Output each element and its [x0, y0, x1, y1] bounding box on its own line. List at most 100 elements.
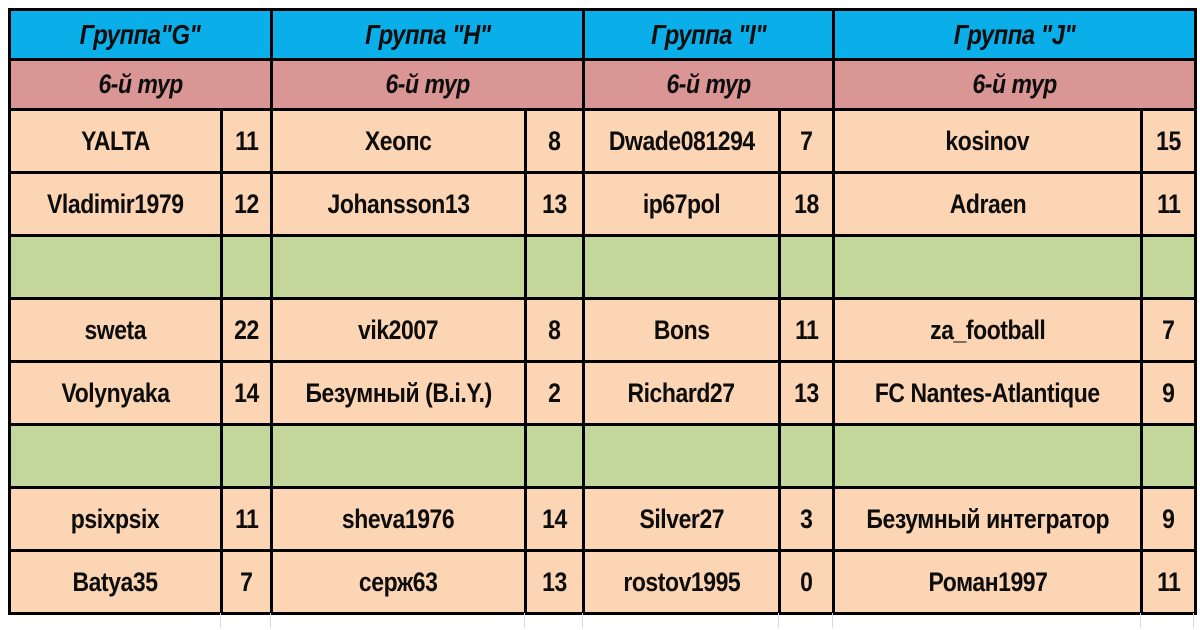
group-j-header-cell: Группа "J" — [832, 8, 1198, 61]
player-score: 8 — [548, 314, 561, 345]
player-score: 15 — [1156, 125, 1181, 156]
table-row: Batya35 7 серж63 13 rostov1995 0 Роман19… — [8, 549, 1198, 615]
player-cell: Volynyaka — [8, 360, 223, 426]
player-name: Безумный (B.i.Y.) — [305, 377, 492, 408]
score-cell: 7 — [777, 108, 836, 174]
separator-row — [8, 423, 1198, 489]
table-row: YALTA 11 Хеопс 8 Dwade081294 7 kosinov 1… — [8, 108, 1198, 174]
player-score: 14 — [542, 503, 567, 534]
player-cell: Vladimir1979 — [8, 171, 223, 237]
score-cell: 15 — [1140, 108, 1198, 174]
empty-cell — [582, 234, 781, 300]
group-j-title: Группа "J" — [953, 18, 1076, 50]
score-cell: 18 — [777, 171, 836, 237]
score-cell: 11 — [1140, 549, 1198, 615]
group-h-header-cell: Группа "H" — [270, 8, 585, 61]
empty-cell — [220, 234, 273, 300]
player-score: 18 — [794, 188, 819, 219]
player-cell: серж63 — [270, 549, 527, 615]
score-cell: 12 — [220, 171, 273, 237]
player-score: 9 — [1162, 377, 1175, 408]
score-cell: 8 — [524, 108, 585, 174]
empty-cell — [220, 423, 273, 489]
score-cell: 9 — [1140, 360, 1198, 426]
player-score: 13 — [542, 188, 567, 219]
player-cell: rostov1995 — [582, 549, 781, 615]
results-table: Группа"G" Группа "H" Группа "I" Группа "… — [8, 8, 1198, 615]
empty-cell — [8, 423, 223, 489]
score-cell: 11 — [220, 108, 273, 174]
group-i-header-cell: Группа "I" — [581, 8, 836, 61]
player-cell: Richard27 — [582, 360, 781, 426]
player-name: Silver27 — [639, 503, 724, 534]
empty-cell — [582, 423, 781, 489]
player-name: Richard27 — [627, 377, 736, 408]
empty-cell — [1140, 423, 1198, 489]
player-cell: Adraen — [832, 171, 1144, 237]
group-g-round-cell: 6-й тур — [8, 58, 273, 111]
player-name: psixpsix — [71, 503, 160, 534]
player-name: YALTA — [81, 125, 150, 156]
player-cell: ip67pol — [582, 171, 781, 237]
gridline-stub — [270, 613, 271, 628]
empty-cell — [777, 234, 836, 300]
score-cell: 7 — [1140, 297, 1198, 363]
score-cell: 14 — [524, 486, 585, 552]
score-cell: 11 — [1140, 171, 1198, 237]
empty-cell — [8, 234, 223, 300]
player-cell: Dwade081294 — [582, 108, 781, 174]
player-cell: Роман1997 — [832, 549, 1144, 615]
player-cell: Johansson13 — [270, 171, 527, 237]
player-name: Vladimir1979 — [47, 188, 184, 219]
player-score: 11 — [794, 314, 819, 345]
score-cell: 2 — [524, 360, 585, 426]
player-cell: psixpsix — [8, 486, 223, 552]
player-score: 0 — [800, 566, 813, 597]
player-score: 13 — [794, 377, 819, 408]
player-cell: Batya35 — [8, 549, 223, 615]
score-cell: 3 — [777, 486, 836, 552]
score-cell: 7 — [220, 549, 273, 615]
player-score: 11 — [1156, 188, 1181, 219]
group-i-round-label: 6-й тур — [666, 69, 751, 99]
player-name: Batya35 — [72, 566, 159, 597]
player-score: 22 — [234, 314, 259, 345]
empty-cell — [832, 234, 1144, 300]
player-score: 14 — [234, 377, 259, 408]
player-name: Bons — [653, 314, 710, 345]
score-cell: 13 — [524, 549, 585, 615]
score-cell: 11 — [777, 297, 836, 363]
player-score: 7 — [1162, 314, 1175, 345]
gridline-stub — [582, 613, 583, 628]
group-g-header-cell: Группа"G" — [8, 8, 273, 61]
score-cell: 0 — [777, 549, 836, 615]
score-cell: 14 — [220, 360, 273, 426]
player-score: 11 — [234, 503, 259, 534]
player-name: Роман1997 — [928, 566, 1048, 597]
group-g-title: Группа"G" — [80, 18, 201, 50]
player-cell: Silver27 — [582, 486, 781, 552]
score-cell: 13 — [777, 360, 836, 426]
player-name: Хеопс — [365, 125, 432, 156]
player-name: FC Nantes-Atlantique — [875, 377, 1100, 408]
gridline-stub — [778, 613, 779, 628]
gridline-stub — [220, 613, 221, 628]
player-score: 11 — [1156, 566, 1181, 597]
score-cell: 22 — [220, 297, 273, 363]
player-cell: Безумный интегратор — [832, 486, 1144, 552]
player-score: 3 — [800, 503, 813, 534]
gridline-stub — [524, 613, 525, 628]
group-j-round-label: 6-й тур — [972, 69, 1057, 99]
group-i-round-cell: 6-й тур — [581, 58, 836, 111]
player-name: ip67pol — [642, 188, 721, 219]
player-cell: Хеопс — [270, 108, 527, 174]
player-cell: Bons — [582, 297, 781, 363]
player-name: Johansson13 — [327, 188, 470, 219]
score-cell: 8 — [524, 297, 585, 363]
player-name: sheva1976 — [342, 503, 455, 534]
table-row: psixpsix 11 sheva1976 14 Silver27 3 Безу… — [8, 486, 1198, 552]
gridline-stub — [832, 613, 833, 628]
group-h-round-label: 6-й тур — [385, 69, 470, 99]
player-score: 13 — [542, 566, 567, 597]
